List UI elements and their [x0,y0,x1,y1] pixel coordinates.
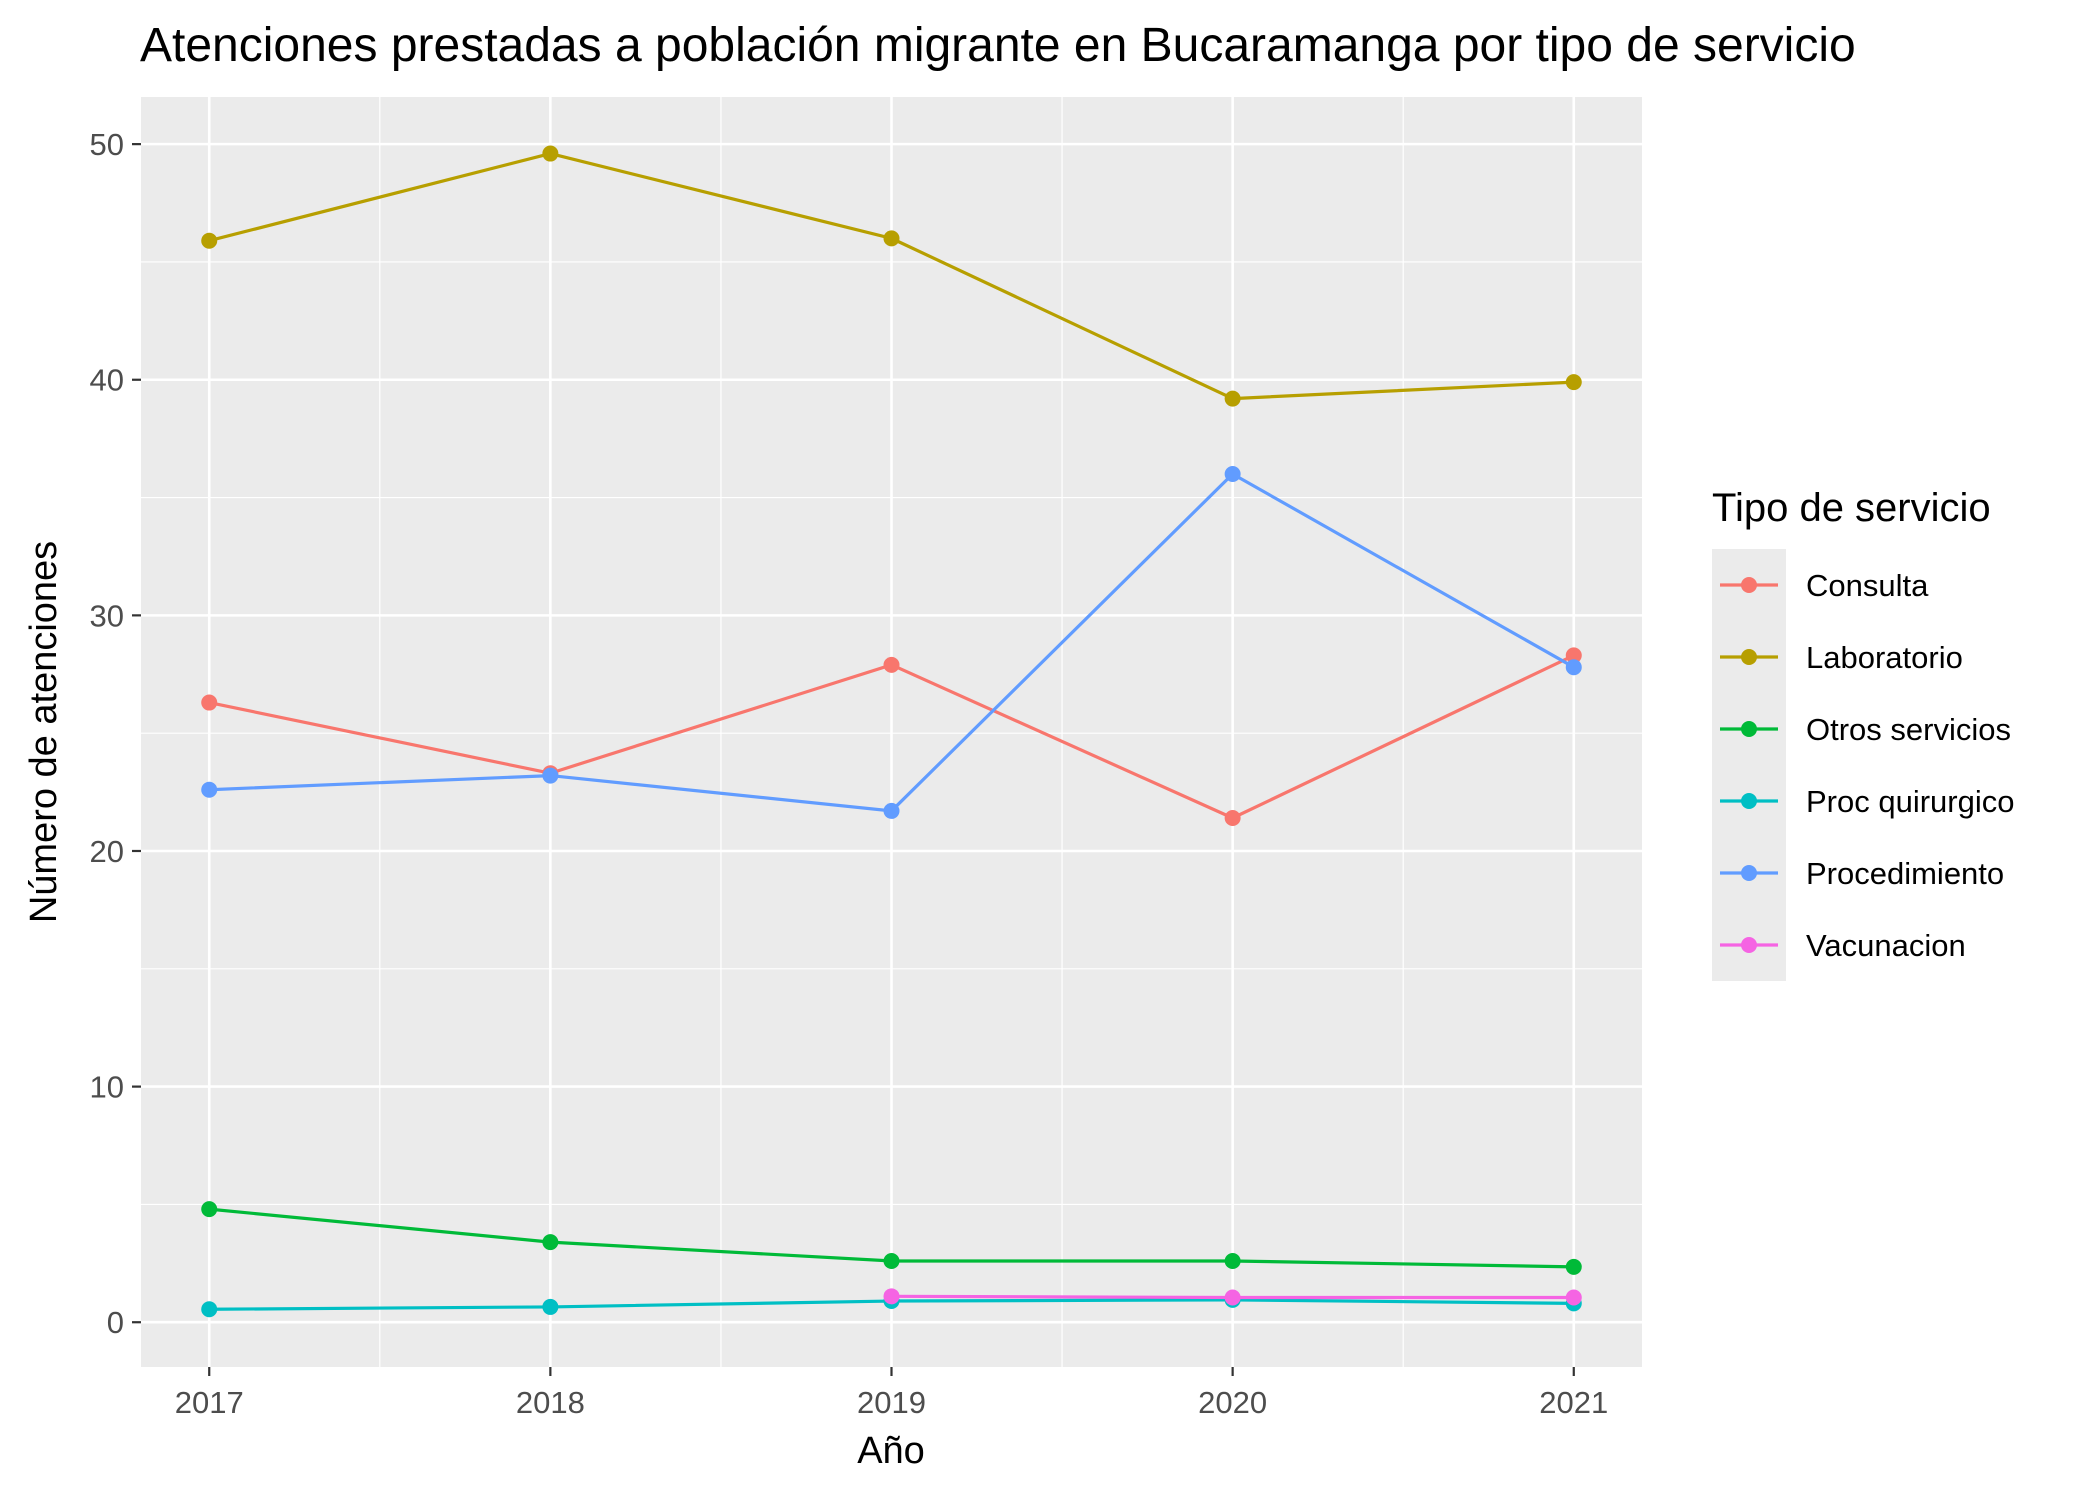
legend-key-point [1741,721,1757,737]
data-point [201,694,218,711]
legend-label: Vacunacion [1806,928,1966,963]
y-tick-label: 30 [90,598,124,633]
data-point [542,1234,559,1251]
x-tick-label: 2017 [175,1385,244,1420]
data-point [883,1288,900,1305]
data-point [1565,1258,1582,1275]
data-point [883,656,900,673]
legend-label: Procedimiento [1806,856,2004,891]
y-tick-label: 40 [90,363,124,398]
legend-label: Laboratorio [1806,640,1963,675]
legend-item: Laboratorio [1720,640,1963,675]
major-gridlines [141,97,1642,1367]
data-point [201,1201,218,1218]
legend-label: Otros servicios [1806,712,2011,747]
data-point [1224,1252,1241,1269]
series-otros-servicios [201,1201,1582,1275]
y-tick-label: 20 [90,834,124,869]
data-point [883,230,900,247]
data-point [1224,810,1241,827]
data-point [1565,374,1582,391]
legend-item: Consulta [1720,568,1929,603]
x-tick-labels: 2017 2018 2019 2020 2021 [175,1385,1609,1420]
legend-item: Proc quirurgico [1720,784,2014,819]
data-point [1224,465,1241,482]
legend-key-point [1741,649,1757,665]
legend-item: Otros servicios [1720,712,2011,747]
chart-title: Atenciones prestadas a población migrant… [140,19,1856,72]
data-point [883,1252,900,1269]
legend-key-point [1741,865,1757,881]
legend: Tipo de servicio Consulta Laboratorio Otro… [1712,486,2014,981]
data-point [542,767,559,784]
y-tick-label: 50 [90,127,124,162]
legend-key-point [1741,577,1757,593]
data-point [542,1298,559,1315]
y-tick-label: 10 [90,1070,124,1105]
legend-item: Vacunacion [1720,928,1966,963]
data-point [542,145,559,162]
series-layer [201,145,1582,1318]
data-point [1224,1289,1241,1306]
series-vacunacion [883,1288,1582,1306]
legend-label: Proc quirurgico [1806,784,2014,819]
legend-key-background [1712,549,1786,981]
axis-ticks [132,143,1575,1376]
data-point [1565,1289,1582,1306]
data-point [201,1301,218,1318]
legend-key-point [1741,937,1757,953]
series-laboratorio [201,145,1582,407]
x-tick-label: 2020 [1198,1385,1267,1420]
series-procedimiento [201,465,1582,819]
y-axis-title: Número de atenciones [23,541,65,923]
x-axis-title: Año [857,1430,925,1472]
data-point [883,802,900,819]
data-point [201,781,218,798]
y-tick-label: 0 [107,1305,124,1340]
data-point [1565,659,1582,676]
y-tick-labels: 0 10 20 30 40 50 [90,127,124,1340]
data-point [1565,647,1582,664]
legend-items: Consulta Laboratorio Otros servicios Proc q… [1720,568,2014,963]
legend-title: Tipo de servicio [1712,486,1991,530]
data-point [201,232,218,249]
x-tick-label: 2018 [516,1385,585,1420]
data-point [1224,390,1241,407]
legend-label: Consulta [1806,568,1929,603]
x-tick-label: 2021 [1539,1385,1608,1420]
legend-key-point [1741,793,1757,809]
x-tick-label: 2019 [857,1385,926,1420]
legend-item: Procedimiento [1720,856,2004,891]
